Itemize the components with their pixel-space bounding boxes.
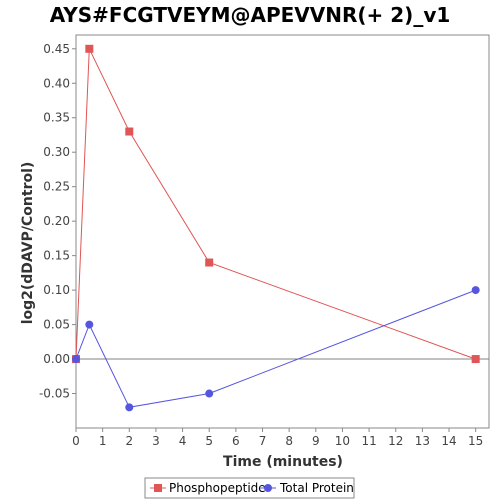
x-tick-label: 7 [259, 434, 267, 448]
y-tick-label: 0.10 [43, 283, 70, 297]
data-point-phosphopeptide [85, 44, 94, 53]
legend-square-marker [154, 484, 162, 492]
y-tick-label: 0.20 [43, 214, 70, 228]
x-tick-label: 11 [361, 434, 376, 448]
chart-title: AYS#FCGTVEYM@APEVVNR(+ 2)_v1 [50, 3, 451, 27]
y-tick-label: 0.15 [43, 249, 70, 263]
y-tick-label: 0.30 [43, 145, 70, 159]
y-axis-label: log2(dDAVP/Control) [20, 162, 36, 325]
plot-frame [75, 34, 490, 429]
x-tick-label: 2 [125, 434, 133, 448]
data-point-total-protein [205, 389, 214, 398]
y-tick-label: 0.45 [43, 42, 70, 56]
y-tick-label: -0.05 [39, 387, 70, 401]
x-tick-label: 6 [232, 434, 240, 448]
x-tick-label: 1 [99, 434, 107, 448]
data-point-phosphopeptide [205, 258, 214, 267]
x-tick-label: 0 [72, 434, 80, 448]
legend-label-total-protein: Total Protein [279, 481, 354, 495]
legend: Phosphopeptide Total Protein [144, 477, 355, 499]
legend-item-phosphopeptide: Phosphopeptide [150, 481, 266, 495]
x-axis: 0 1 2 3 4 5 6 7 8 9 10 11 12 13 14 15 [72, 427, 489, 448]
y-tick-label: 0.35 [43, 111, 70, 125]
series-group [72, 44, 480, 412]
legend-label-phosphopeptide: Phosphopeptide [169, 481, 266, 495]
data-point-total-protein [125, 403, 134, 412]
x-tick-label: 15 [468, 434, 483, 448]
y-tick-label: 0.40 [43, 76, 70, 90]
x-tick-label: 3 [152, 434, 160, 448]
x-axis-label: Time (minutes) [223, 454, 343, 470]
plot-area [75, 34, 490, 429]
y-axis: -0.05 0.00 0.05 0.10 0.15 0.20 0.25 0.30 0.35 0.4… [39, 35, 77, 428]
series-total-protein [72, 286, 480, 412]
data-point-total-protein [72, 355, 80, 364]
legend-item-total-protein: Total Protein [260, 481, 354, 495]
y-tick-label: 0.05 [43, 318, 70, 332]
x-tick-label: 9 [312, 434, 320, 448]
data-point-phosphopeptide [125, 127, 134, 136]
x-tick-label: 4 [179, 434, 187, 448]
data-point-total-protein [85, 320, 94, 329]
x-tick-label: 10 [335, 434, 350, 448]
x-tick-label: 12 [388, 434, 403, 448]
y-tick-label: 0.25 [43, 180, 70, 194]
legend-box [144, 477, 355, 499]
data-point-phosphopeptide [471, 355, 480, 364]
legend-circle-marker [264, 484, 272, 492]
data-point-total-protein [471, 286, 480, 295]
x-tick-label: 14 [441, 434, 456, 448]
y-tick-label: 0.00 [43, 352, 70, 366]
x-tick-label: 8 [285, 434, 293, 448]
x-tick-label: 13 [415, 434, 430, 448]
x-tick-label: 5 [205, 434, 213, 448]
